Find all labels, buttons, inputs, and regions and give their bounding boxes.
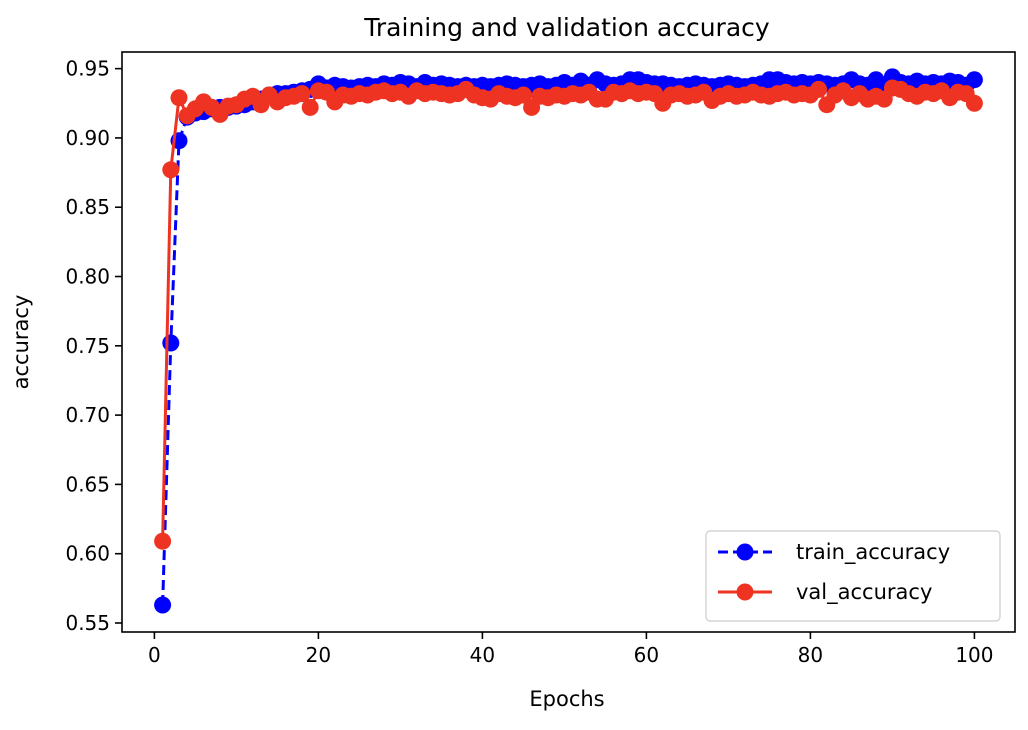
val_accuracy-point bbox=[162, 161, 180, 179]
legend-label-val: val_accuracy bbox=[796, 580, 932, 605]
y-tick-label: 0.75 bbox=[65, 334, 110, 358]
y-axis-title: accuracy bbox=[9, 295, 33, 390]
y-tick-label: 0.70 bbox=[65, 403, 110, 427]
y-tick-label: 0.60 bbox=[65, 542, 110, 566]
val_accuracy-point bbox=[301, 98, 319, 116]
series-val_accuracy bbox=[154, 79, 983, 550]
plot-area bbox=[154, 68, 983, 614]
y-tick-label: 0.55 bbox=[65, 611, 110, 635]
val_accuracy-point bbox=[810, 80, 828, 98]
y-tick-label: 0.65 bbox=[65, 472, 110, 496]
chart-title: Training and validation accuracy bbox=[363, 13, 770, 42]
x-tick-label: 20 bbox=[306, 643, 331, 667]
val_accuracy-point bbox=[170, 89, 188, 107]
train_accuracy-line bbox=[161, 75, 976, 606]
val_accuracy-point bbox=[154, 532, 172, 550]
legend-marker-val bbox=[736, 583, 754, 601]
train_accuracy-point bbox=[162, 334, 180, 352]
val_accuracy-point bbox=[514, 86, 532, 104]
x-tick-label: 40 bbox=[470, 643, 495, 667]
legend: train_accuracy val_accuracy bbox=[705, 530, 1001, 622]
x-axis-title: Epochs bbox=[529, 687, 604, 711]
legend-marker-train bbox=[736, 543, 754, 561]
y-tick-label: 0.85 bbox=[65, 195, 110, 219]
val_accuracy-point bbox=[293, 85, 311, 103]
legend-frame bbox=[705, 530, 1001, 622]
x-tick-label: 100 bbox=[955, 643, 993, 667]
val_accuracy-line bbox=[161, 86, 976, 542]
y-tick-label: 0.95 bbox=[65, 57, 110, 81]
axes: 0 20 40 60 80 100 0.55 0.60 0.65 0.70 0.75 0.80 0.85… bbox=[65, 57, 993, 667]
train_accuracy-point bbox=[154, 596, 172, 614]
train_accuracy-point bbox=[965, 71, 983, 89]
val_accuracy-point bbox=[965, 94, 983, 112]
y-tick-label: 0.90 bbox=[65, 126, 110, 150]
y-tick-label: 0.80 bbox=[65, 265, 110, 289]
x-tick-label: 0 bbox=[148, 643, 161, 667]
x-tick-label: 60 bbox=[634, 643, 659, 667]
legend-label-train: train_accuracy bbox=[796, 540, 950, 565]
x-tick-label: 80 bbox=[798, 643, 823, 667]
plot-frame bbox=[121, 51, 1016, 633]
